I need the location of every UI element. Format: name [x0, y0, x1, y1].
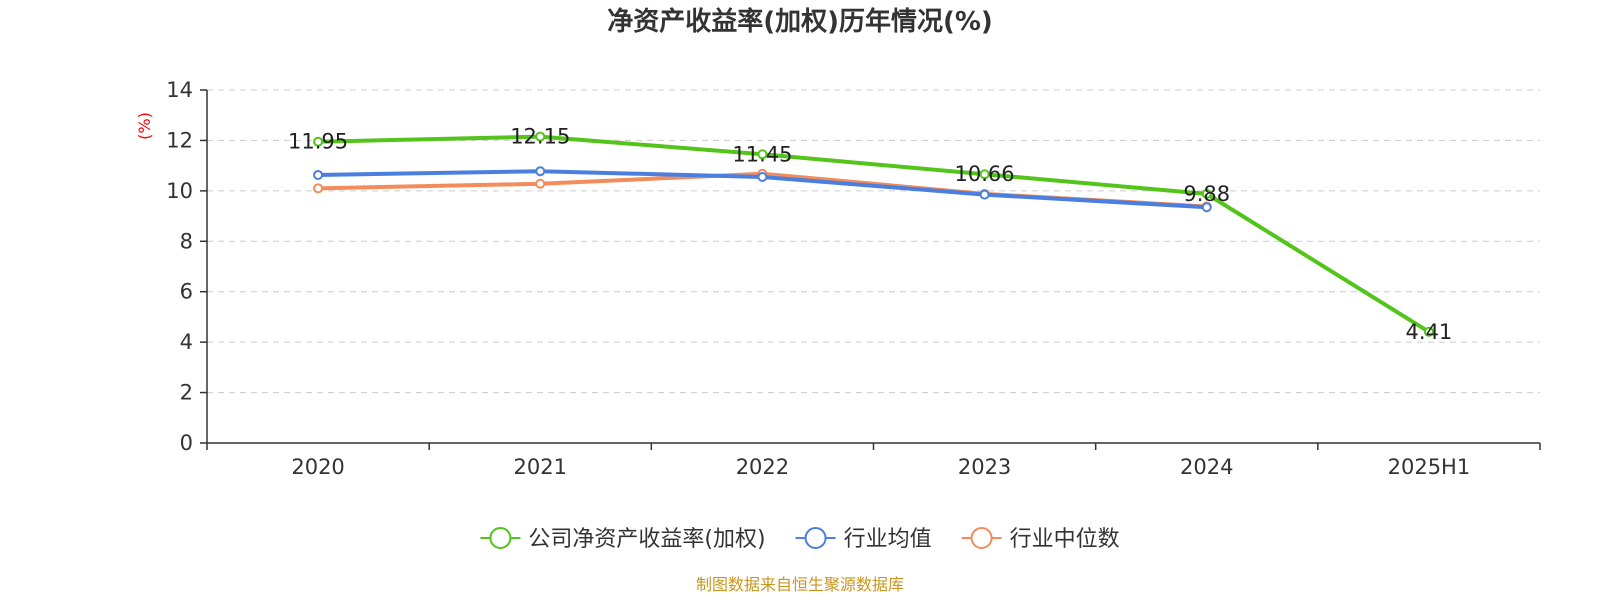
x-tick-label: 2024: [1180, 455, 1233, 479]
legend-label: 行业中位数: [1010, 527, 1120, 552]
data-label: 12.15: [510, 125, 570, 149]
legend-item[interactable]: 公司净资产收益率(加权): [480, 527, 766, 552]
data-point: [535, 166, 546, 177]
data-label: 11.45: [732, 142, 792, 166]
data-point: [757, 171, 768, 182]
data-point: [1201, 188, 1212, 199]
legend-label: 公司净资产收益率(加权): [528, 527, 765, 552]
data-point: [313, 183, 324, 194]
axes: 0 2 4 6 8 10 12 14 2020 2021 2022 2023 2024 2025H1: [166, 78, 1541, 479]
legend-swatch-marker: [970, 527, 993, 549]
x-tick-label: 2022: [736, 455, 789, 479]
x-tick-label: 2025H1: [1388, 455, 1471, 479]
series-line: [318, 134, 1430, 334]
x-tick-label: 2020: [291, 455, 344, 479]
legend-swatch-marker: [804, 527, 827, 549]
x-tick-label: 2021: [514, 455, 567, 479]
legend-item[interactable]: 行业均值: [795, 527, 932, 552]
data-label: 4.41: [1406, 320, 1453, 344]
data-label: 10.66: [955, 162, 1015, 186]
data-point: [313, 169, 324, 180]
source-note: 制图数据来自恒生聚源数据库: [696, 575, 904, 594]
data-point: [1201, 202, 1212, 213]
y-tick-label: 6: [180, 280, 193, 304]
legend-label: 行业均值: [844, 527, 932, 552]
data-point: [535, 178, 546, 189]
data-point: [313, 136, 324, 147]
series-lines: [313, 131, 1434, 337]
legend: 公司净资产收益率(加权) 行业均值 行业中位数: [480, 527, 1120, 552]
data-label: 11.95: [288, 130, 348, 154]
y-axis-unit: (%): [135, 112, 154, 140]
legend-item[interactable]: 行业中位数: [961, 527, 1120, 552]
data-point: [535, 131, 546, 142]
y-tick-label: 2: [180, 381, 193, 405]
y-tick-label: 0: [180, 431, 193, 455]
y-tick-label: 14: [166, 78, 193, 102]
legend-swatch-marker: [489, 527, 512, 549]
y-tick-label: 10: [166, 179, 193, 203]
y-tick-label: 12: [166, 128, 193, 152]
grid-lines: [207, 89, 1540, 394]
y-tick-label: 8: [180, 229, 193, 253]
data-point: [1423, 326, 1434, 337]
data-point: [979, 189, 990, 200]
data-labels: 11.95 12.15 11.45 10.66 9.88 4.41: [288, 125, 1452, 344]
data-point: [979, 169, 990, 180]
y-tick-label: 4: [180, 330, 193, 354]
data-point: [757, 149, 768, 160]
chart-title: 净资产收益率(加权)历年情况(%): [607, 6, 993, 37]
data-label: 9.88: [1183, 182, 1230, 206]
x-tick-label: 2023: [958, 455, 1011, 479]
